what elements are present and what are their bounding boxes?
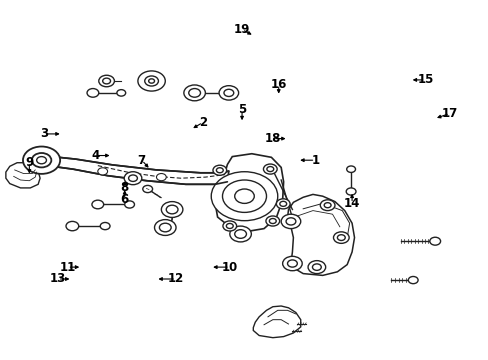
Circle shape bbox=[346, 166, 355, 172]
Circle shape bbox=[337, 235, 345, 240]
Circle shape bbox=[188, 89, 200, 97]
Text: 2: 2 bbox=[199, 116, 206, 129]
Circle shape bbox=[159, 223, 171, 232]
Circle shape bbox=[161, 202, 183, 217]
Text: 4: 4 bbox=[91, 149, 99, 162]
Circle shape bbox=[269, 219, 276, 224]
Text: 11: 11 bbox=[59, 261, 76, 274]
Circle shape bbox=[307, 261, 325, 274]
Circle shape bbox=[333, 232, 348, 243]
Text: 10: 10 bbox=[221, 261, 238, 274]
Circle shape bbox=[265, 216, 279, 226]
Circle shape bbox=[224, 89, 233, 96]
Text: 14: 14 bbox=[343, 197, 360, 210]
Circle shape bbox=[219, 86, 238, 100]
Circle shape bbox=[138, 71, 165, 91]
Circle shape bbox=[183, 85, 205, 101]
Circle shape bbox=[234, 189, 254, 203]
Circle shape bbox=[124, 201, 134, 208]
Text: 12: 12 bbox=[167, 273, 184, 285]
Text: 7: 7 bbox=[138, 154, 145, 167]
Circle shape bbox=[211, 172, 277, 221]
Circle shape bbox=[312, 264, 321, 270]
Circle shape bbox=[98, 168, 107, 175]
Circle shape bbox=[99, 75, 114, 87]
Circle shape bbox=[223, 221, 236, 231]
Circle shape bbox=[287, 260, 297, 267]
Text: 1: 1 bbox=[311, 154, 319, 167]
Circle shape bbox=[324, 203, 330, 208]
Text: 13: 13 bbox=[49, 273, 66, 285]
Polygon shape bbox=[215, 154, 283, 231]
Circle shape bbox=[234, 230, 246, 238]
Text: 15: 15 bbox=[416, 73, 433, 86]
Circle shape bbox=[23, 147, 60, 174]
Circle shape bbox=[100, 222, 110, 230]
Text: 18: 18 bbox=[264, 132, 281, 145]
Circle shape bbox=[128, 175, 137, 181]
Circle shape bbox=[281, 214, 300, 229]
Text: 6: 6 bbox=[121, 193, 128, 206]
Polygon shape bbox=[287, 194, 354, 275]
Text: 8: 8 bbox=[121, 181, 128, 194]
Circle shape bbox=[154, 220, 176, 235]
Text: 17: 17 bbox=[441, 107, 457, 120]
Circle shape bbox=[166, 205, 178, 214]
Circle shape bbox=[102, 78, 110, 84]
Circle shape bbox=[32, 153, 51, 167]
Circle shape bbox=[66, 221, 79, 231]
Circle shape bbox=[117, 90, 125, 96]
Circle shape bbox=[276, 199, 289, 209]
Text: 3: 3 bbox=[40, 127, 48, 140]
Circle shape bbox=[222, 180, 266, 212]
Circle shape bbox=[229, 226, 251, 242]
Circle shape bbox=[266, 167, 273, 172]
Circle shape bbox=[320, 200, 334, 211]
Text: 19: 19 bbox=[233, 23, 250, 36]
Circle shape bbox=[407, 276, 417, 284]
Circle shape bbox=[148, 79, 154, 83]
Circle shape bbox=[346, 188, 355, 195]
Text: 16: 16 bbox=[270, 78, 286, 91]
Text: 9: 9 bbox=[25, 156, 33, 168]
Circle shape bbox=[285, 218, 295, 225]
Polygon shape bbox=[253, 306, 300, 338]
Circle shape bbox=[282, 256, 302, 271]
Circle shape bbox=[213, 165, 226, 175]
Circle shape bbox=[279, 201, 286, 206]
Circle shape bbox=[87, 89, 99, 97]
Circle shape bbox=[263, 164, 277, 174]
Circle shape bbox=[144, 76, 158, 86]
Circle shape bbox=[216, 168, 223, 173]
Circle shape bbox=[156, 174, 166, 181]
Text: 5: 5 bbox=[238, 103, 245, 116]
Circle shape bbox=[124, 172, 142, 185]
Circle shape bbox=[92, 200, 103, 209]
Polygon shape bbox=[6, 163, 40, 188]
Circle shape bbox=[429, 237, 440, 245]
Circle shape bbox=[37, 157, 46, 164]
Polygon shape bbox=[41, 156, 228, 184]
Circle shape bbox=[142, 185, 152, 193]
Circle shape bbox=[226, 224, 233, 229]
